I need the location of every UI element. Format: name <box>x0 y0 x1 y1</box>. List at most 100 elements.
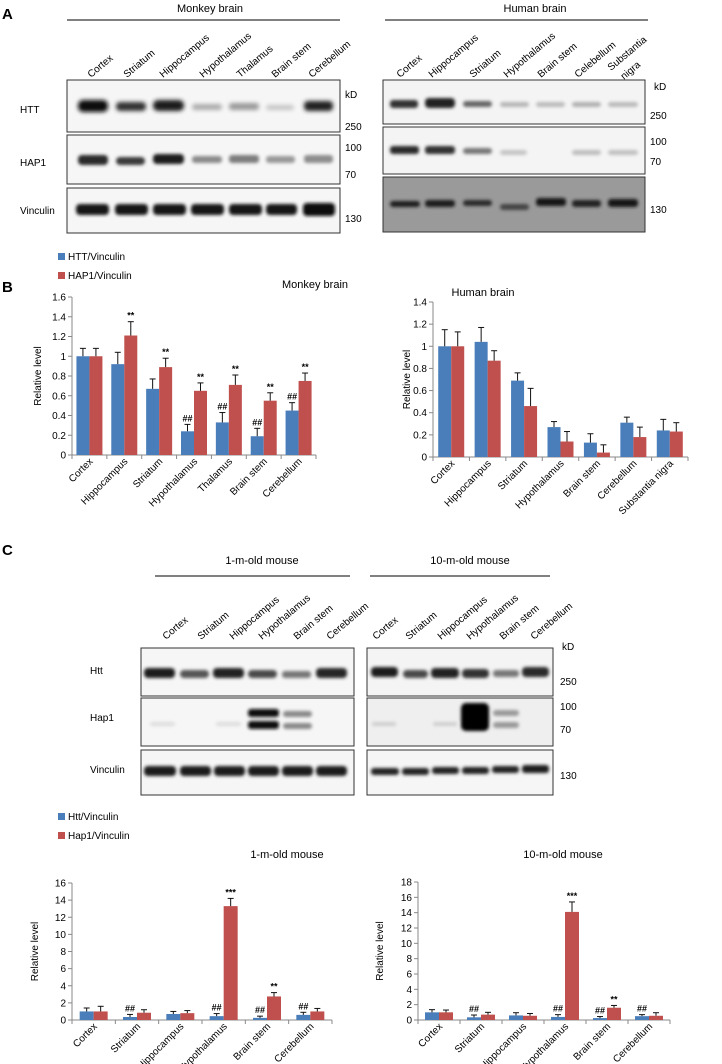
legend-c: Htt/Vinculin Hap1/Vinculin <box>58 812 130 842</box>
lane-label: Hippocampus <box>436 595 490 643</box>
marker-250: 250 <box>560 677 577 688</box>
lane-label: Cortex <box>161 615 191 642</box>
bar <box>250 436 264 455</box>
bar <box>180 1013 195 1020</box>
band <box>191 204 224 215</box>
x-tick-label: Striatum <box>109 1021 143 1055</box>
legend-swatch-htt <box>58 813 65 820</box>
band <box>78 155 108 165</box>
significance-label: ## <box>182 413 192 423</box>
y-tick-label: 8 <box>60 947 66 958</box>
unit-label: kD <box>654 82 666 93</box>
significance-label: ## <box>637 1004 647 1014</box>
significance-label: ## <box>287 392 297 402</box>
x-tick-label: Hippocampus <box>135 1021 186 1064</box>
bar <box>228 384 242 455</box>
y-tick-label: 0.8 <box>413 364 427 375</box>
band <box>248 670 277 678</box>
y-tick-label: 4 <box>406 985 412 996</box>
lane-label: Cerebellum <box>307 39 353 80</box>
monkey-blot-panel: Monkey brain Cortex Striatum Hippocampus… <box>20 3 362 234</box>
band <box>316 766 347 776</box>
band <box>229 204 262 215</box>
y-tick-label: 0 <box>421 453 427 464</box>
young-vinculin-bands <box>144 766 347 776</box>
bar <box>223 906 238 1020</box>
bar <box>93 1011 108 1020</box>
significance-label: ## <box>125 1003 135 1013</box>
bar <box>194 390 207 455</box>
band <box>248 766 279 776</box>
band <box>266 156 295 163</box>
y-tick-label: 0.4 <box>52 411 66 422</box>
significance-label: ## <box>595 1006 605 1016</box>
marker-100: 100 <box>560 702 577 713</box>
band <box>390 146 419 154</box>
bar <box>669 431 683 457</box>
young-lane-labels: Cortex Striatum Hippocampus Hypothalamus… <box>161 593 371 643</box>
old-vinculin-bands <box>371 765 549 775</box>
band <box>390 100 418 108</box>
y-axis-label: Relative level <box>402 350 413 409</box>
significance-label: ## <box>212 1003 222 1013</box>
legend-label-htt: HTT/Vinculin <box>68 252 125 263</box>
band <box>572 150 601 155</box>
significance-label: ** <box>270 982 278 992</box>
band <box>608 102 638 107</box>
panel-label-a: A <box>2 6 13 23</box>
bar <box>649 1015 663 1020</box>
bar <box>267 996 281 1020</box>
band <box>248 721 279 729</box>
band <box>216 722 241 726</box>
row-label-vinculin: Vinculin <box>20 206 55 217</box>
significance-label: ** <box>302 362 310 372</box>
bar <box>620 422 634 457</box>
mouse-young-blot-panel: 1-m-old mouse Cortex Striatum Hippocampu… <box>90 555 371 796</box>
panel-label-c: C <box>2 542 13 559</box>
band <box>536 102 565 107</box>
significance-label: *** <box>567 891 578 901</box>
bar <box>511 380 525 457</box>
bar <box>523 1015 537 1020</box>
x-tick-label: Hippocampus <box>478 1021 529 1064</box>
bar <box>656 430 670 457</box>
y-tick-label: 12 <box>401 924 413 935</box>
marker-70: 70 <box>650 157 662 168</box>
monkey-vinculin-bands <box>76 203 335 216</box>
y-tick-label: 6 <box>60 964 66 975</box>
x-tick-label: Striatum <box>131 456 165 490</box>
band <box>229 155 259 163</box>
band <box>192 104 222 110</box>
band <box>283 723 312 729</box>
marker-130: 130 <box>345 214 362 225</box>
band <box>213 668 244 678</box>
marker-70: 70 <box>560 725 572 736</box>
bar <box>146 388 160 455</box>
bar <box>166 1014 181 1020</box>
band <box>316 668 347 678</box>
significance-label: ** <box>197 372 205 382</box>
y-tick-label: 0 <box>60 451 66 462</box>
band <box>76 204 109 215</box>
x-tick-label: Cortex <box>71 1021 100 1050</box>
bar <box>635 1016 649 1020</box>
x-tick-label: Cerebellum <box>273 1021 317 1064</box>
significance-label: *** <box>225 887 236 897</box>
chart-human-brain: Human brain 0 0.2 0.4 0.6 0.8 1 1.2 1.4 Relative … <box>402 287 689 517</box>
significance-label: ** <box>232 364 240 374</box>
band <box>371 667 398 677</box>
band <box>492 766 519 773</box>
band <box>180 766 211 776</box>
significance-label: ## <box>255 1005 265 1015</box>
bar <box>111 364 125 455</box>
marker-100: 100 <box>650 137 667 148</box>
human-vinculin-bands <box>390 198 638 210</box>
blot-box-hap1 <box>366 697 554 747</box>
band <box>572 200 601 207</box>
x-tick-label: Cortex <box>67 456 96 485</box>
bar <box>79 1011 94 1020</box>
y-tick-label: 0.6 <box>52 391 66 402</box>
band <box>266 204 297 215</box>
significance-label: ## <box>217 402 227 412</box>
monkey-htt-bands <box>78 100 333 112</box>
